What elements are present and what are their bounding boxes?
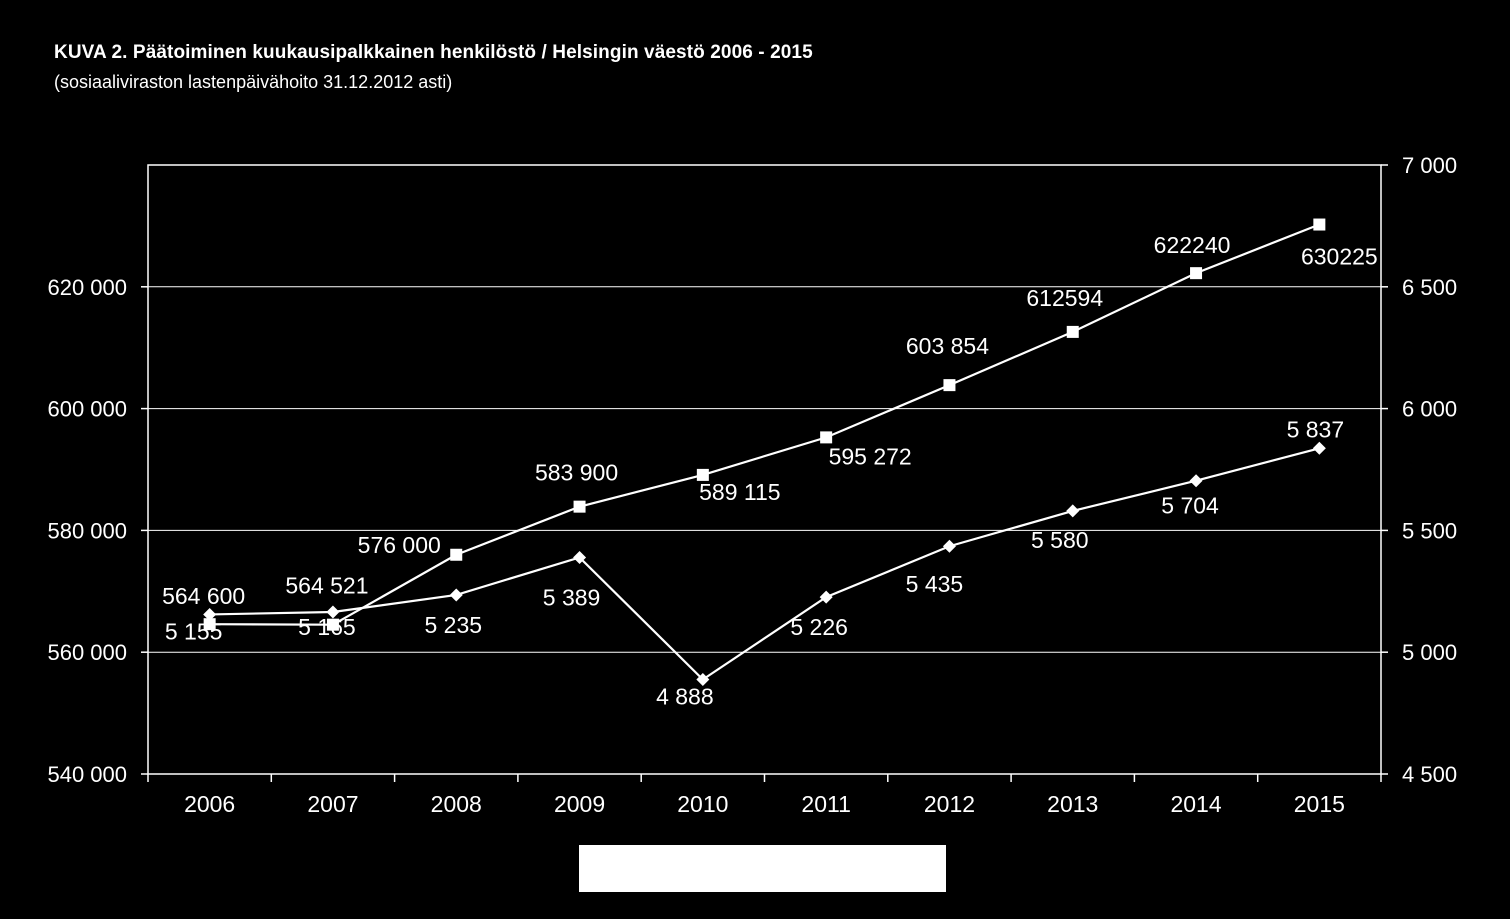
data-point-square — [1190, 267, 1203, 280]
x-tick-label: 2007 — [307, 791, 358, 817]
series-line — [209, 223, 1320, 626]
data-point-square — [696, 468, 709, 481]
y-right-tick-label: 4 500 — [1402, 762, 1457, 787]
x-tick-label: 2011 — [801, 791, 850, 817]
x-tick-label: 2015 — [1294, 791, 1345, 817]
y-left-tick-label: 580 000 — [47, 518, 127, 543]
data-label: 612594 — [1026, 285, 1103, 311]
data-label: 583 900 — [535, 460, 618, 486]
data-label: 630225 — [1301, 244, 1378, 270]
y-right-tick-label: 5 500 — [1402, 518, 1457, 543]
x-tick-label: 2009 — [554, 791, 605, 817]
data-label: 5 226 — [790, 614, 848, 640]
data-label: 4 888 — [656, 683, 714, 709]
data-label: 595 272 — [829, 443, 912, 469]
data-point-diamond — [573, 550, 587, 564]
y-left-tick-label: 540 000 — [47, 762, 127, 787]
y-right-tick-label: 7 000 — [1402, 153, 1457, 178]
data-point-diamond — [942, 539, 956, 553]
data-point-square — [1066, 325, 1079, 338]
data-point-diamond — [819, 590, 833, 604]
data-point-square — [573, 500, 586, 513]
legend — [579, 845, 946, 892]
data-label: 622240 — [1154, 232, 1231, 258]
x-tick-label: 2014 — [1170, 791, 1221, 817]
x-tick-label: 2013 — [1047, 791, 1098, 817]
data-label: 5 580 — [1031, 527, 1089, 553]
chart-subtitle: (sosiaaliviraston lastenpäivähoito 31.12… — [54, 72, 453, 92]
data-label: 564 521 — [285, 573, 368, 599]
data-point-diamond — [326, 605, 340, 619]
data-label: 5 837 — [1287, 416, 1345, 442]
data-point-diamond — [1189, 474, 1203, 488]
data-point-square — [326, 618, 339, 631]
y-left-tick-label: 620 000 — [47, 275, 127, 300]
chart-title: KUVA 2. Päätoiminen kuukausipalkkainen h… — [54, 42, 813, 63]
data-label: 5 704 — [1161, 493, 1219, 519]
data-label: 603 854 — [906, 333, 989, 359]
y-left-tick-label: 600 000 — [47, 397, 127, 422]
y-right-tick-label: 6 500 — [1402, 275, 1457, 300]
x-tick-label: 2010 — [677, 791, 728, 817]
data-point-square — [203, 618, 216, 631]
x-tick-label: 2006 — [184, 791, 235, 817]
data-point-square — [943, 379, 956, 392]
data-point-diamond — [696, 672, 710, 686]
data-label: 5 435 — [906, 571, 964, 597]
x-tick-label: 2012 — [924, 791, 975, 817]
data-point-diamond — [203, 607, 217, 621]
data-label: 5 235 — [424, 612, 482, 638]
data-point-square — [820, 431, 833, 444]
data-point-square — [450, 548, 463, 561]
data-label: 5 389 — [543, 584, 601, 610]
series-line — [209, 447, 1320, 681]
y-right-tick-label: 6 000 — [1402, 397, 1457, 422]
data-label: 589 115 — [699, 479, 780, 505]
data-label: 564 600 — [162, 583, 245, 609]
y-right-tick-label: 5 000 — [1402, 640, 1457, 665]
data-point-diamond — [449, 588, 463, 602]
data-label: 5 165 — [298, 614, 356, 640]
data-point-square — [1313, 218, 1326, 231]
y-left-tick-label: 560 000 — [47, 640, 127, 665]
data-label: 576 000 — [358, 532, 441, 558]
data-point-diamond — [1312, 441, 1326, 455]
x-tick-label: 2008 — [431, 791, 482, 817]
data-label: 5 155 — [165, 618, 223, 644]
plot-area — [147, 164, 1382, 775]
data-point-diamond — [1066, 504, 1080, 518]
